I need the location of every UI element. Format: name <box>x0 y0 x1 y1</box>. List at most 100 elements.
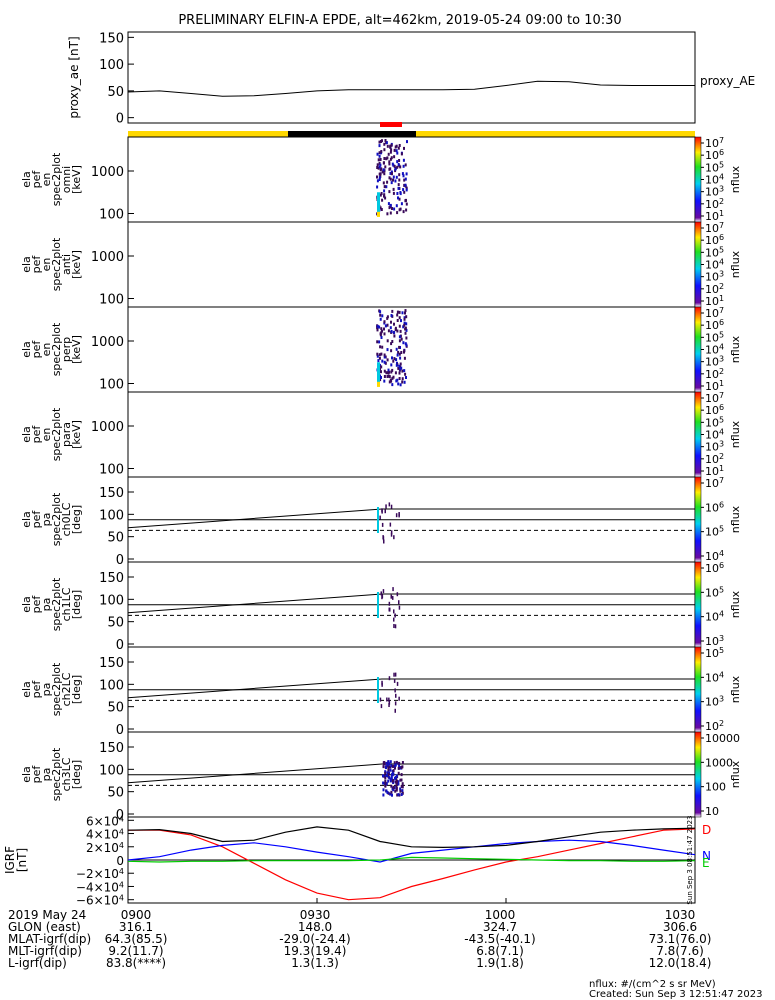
spectrogram-pixel <box>394 701 397 706</box>
colorbar-tick-label: 103 <box>705 439 724 454</box>
spectrogram-ylabel-line: en <box>40 173 53 187</box>
colorbar-tick-label: 105 <box>705 646 724 661</box>
zone-bar-red-marker <box>380 122 402 127</box>
ephemeris-cell: 9.2(11.7) <box>108 944 163 958</box>
spectrogram-ytick-label: 1000 <box>91 420 124 435</box>
spectrogram-pixel <box>378 340 381 344</box>
spectrogram-pixel <box>382 181 385 185</box>
spectrogram-pixel <box>404 163 407 167</box>
spectrogram-pixel <box>389 792 392 796</box>
ephemeris-cell: MLAT-igrf(dip) <box>8 932 91 946</box>
spectrogram-pixel <box>378 178 381 181</box>
spectrogram-pixel <box>384 775 387 778</box>
colorbar-tick-label: 103 <box>705 354 724 369</box>
igrf-ytick-label: 2×104 <box>86 840 124 855</box>
spectrogram-ylabel-line: spec2plot <box>50 662 63 716</box>
pa-line-upper <box>127 593 695 614</box>
spectrogram-pixel <box>394 624 397 629</box>
spectrogram-pixel <box>388 190 391 194</box>
spectrogram-pixel <box>392 769 395 773</box>
spectrogram-pixel <box>405 336 408 340</box>
colorbar-tick-label: 106 <box>705 318 724 333</box>
spectrogram-pixel <box>404 309 407 313</box>
spectrogram-pixel <box>390 764 393 768</box>
ephemeris-cell: 19.3(19.4) <box>284 944 347 958</box>
spectrogram-pixel <box>402 158 405 162</box>
spectrogram-pixel <box>387 202 390 206</box>
spectrogram-pixel <box>382 168 385 172</box>
spectrogram-pixel <box>386 697 388 702</box>
colorbar-tick-label: 104 <box>705 670 724 685</box>
spectrogram-pixel <box>378 151 381 155</box>
igrf-legend-D: D <box>702 823 711 837</box>
spectrogram-ytick-label: 100 <box>99 593 124 608</box>
spectrogram-pixel <box>383 320 386 324</box>
proxy-ae-line <box>127 80 695 97</box>
colorbar-tick-label: 105 <box>705 330 724 345</box>
spectrogram-pixel <box>380 704 383 709</box>
spectrogram-pixel <box>401 311 404 315</box>
spectrogram-pixel <box>384 771 387 775</box>
spectrogram-pixel <box>398 696 400 701</box>
ephemeris-cell: 0930 <box>300 908 331 922</box>
spectrogram-pixel <box>386 316 389 320</box>
spectrogram-pixel <box>385 141 388 145</box>
spectrogram-ylabel-line: spec2plot <box>50 492 63 546</box>
spectrogram-pixel <box>404 177 407 181</box>
spectrogram-pixel <box>390 532 393 537</box>
spectrogram-pixel <box>394 789 397 793</box>
colorbar-label: nflux <box>729 250 742 278</box>
ephemeris-cell: 1.9(1.8) <box>476 956 524 970</box>
spectrogram-pixel <box>386 375 389 378</box>
spectrogram-pixel <box>395 788 398 792</box>
spectrogram-pixel <box>381 198 384 202</box>
spectrogram-pixel <box>390 320 392 324</box>
spectrogram-pixel <box>403 321 406 325</box>
spectrogram-pixel <box>383 375 386 378</box>
spectrogram-pixel <box>386 348 389 352</box>
ephemeris-cell: -43.5(-40.1) <box>464 932 535 946</box>
spectrogram-pixel <box>390 170 393 174</box>
spectrogram-pixel <box>397 780 400 784</box>
spectrogram-pixel <box>384 139 387 142</box>
spectrogram-ytick-label: 100 <box>99 208 124 223</box>
spectrogram-pixel <box>390 181 393 185</box>
spectrogram-pixel <box>378 161 381 165</box>
spectrogram-pixel <box>385 504 387 509</box>
spectrogram-pixel <box>397 146 400 150</box>
proxy-ae-ytick-label: 0 <box>116 112 124 127</box>
spectrogram-pixel <box>390 148 393 152</box>
spectrogram-pixel <box>405 202 408 206</box>
spectrogram-pixel <box>379 158 382 161</box>
colorbar <box>694 391 702 478</box>
spectrogram-pixel <box>386 358 389 362</box>
spectrogram-pixel <box>388 160 391 164</box>
spectrogram-frame <box>127 136 696 223</box>
spectrogram-pixel <box>379 317 382 321</box>
spectrogram-pixel <box>382 536 385 541</box>
spectrogram-pixel <box>400 773 403 777</box>
spectrogram-pixel <box>398 208 401 212</box>
colorbar-tick-label: 106 <box>705 403 724 418</box>
spectrogram-pixel <box>395 175 398 179</box>
spectrogram-pixel <box>382 765 385 769</box>
ephemeris-cell: -29.0(-24.4) <box>279 932 350 946</box>
spectrogram-pixel <box>391 368 394 372</box>
spectrogram-pixel <box>388 703 390 707</box>
spectrogram-pixel <box>393 164 396 168</box>
spectrogram-pixel <box>396 319 399 322</box>
spectrogram-pixel <box>384 776 387 780</box>
spectrogram-pixel <box>388 206 391 210</box>
spectrogram-pixel <box>393 207 396 211</box>
spectrogram-ylabel-line: spec2plot <box>50 152 63 206</box>
spectrogram-pixel <box>378 165 381 169</box>
spectrogram-pixel <box>400 793 403 796</box>
spectrogram-pixel <box>394 688 396 693</box>
spectrogram-ylabel-line: spec2plot <box>50 237 63 291</box>
spectrogram-pixel <box>376 354 379 358</box>
spectrogram-pixel <box>395 379 398 383</box>
spectrogram-pixel <box>398 144 401 147</box>
spectrogram-pixel <box>378 172 381 176</box>
spectrogram-pixel <box>384 779 387 783</box>
